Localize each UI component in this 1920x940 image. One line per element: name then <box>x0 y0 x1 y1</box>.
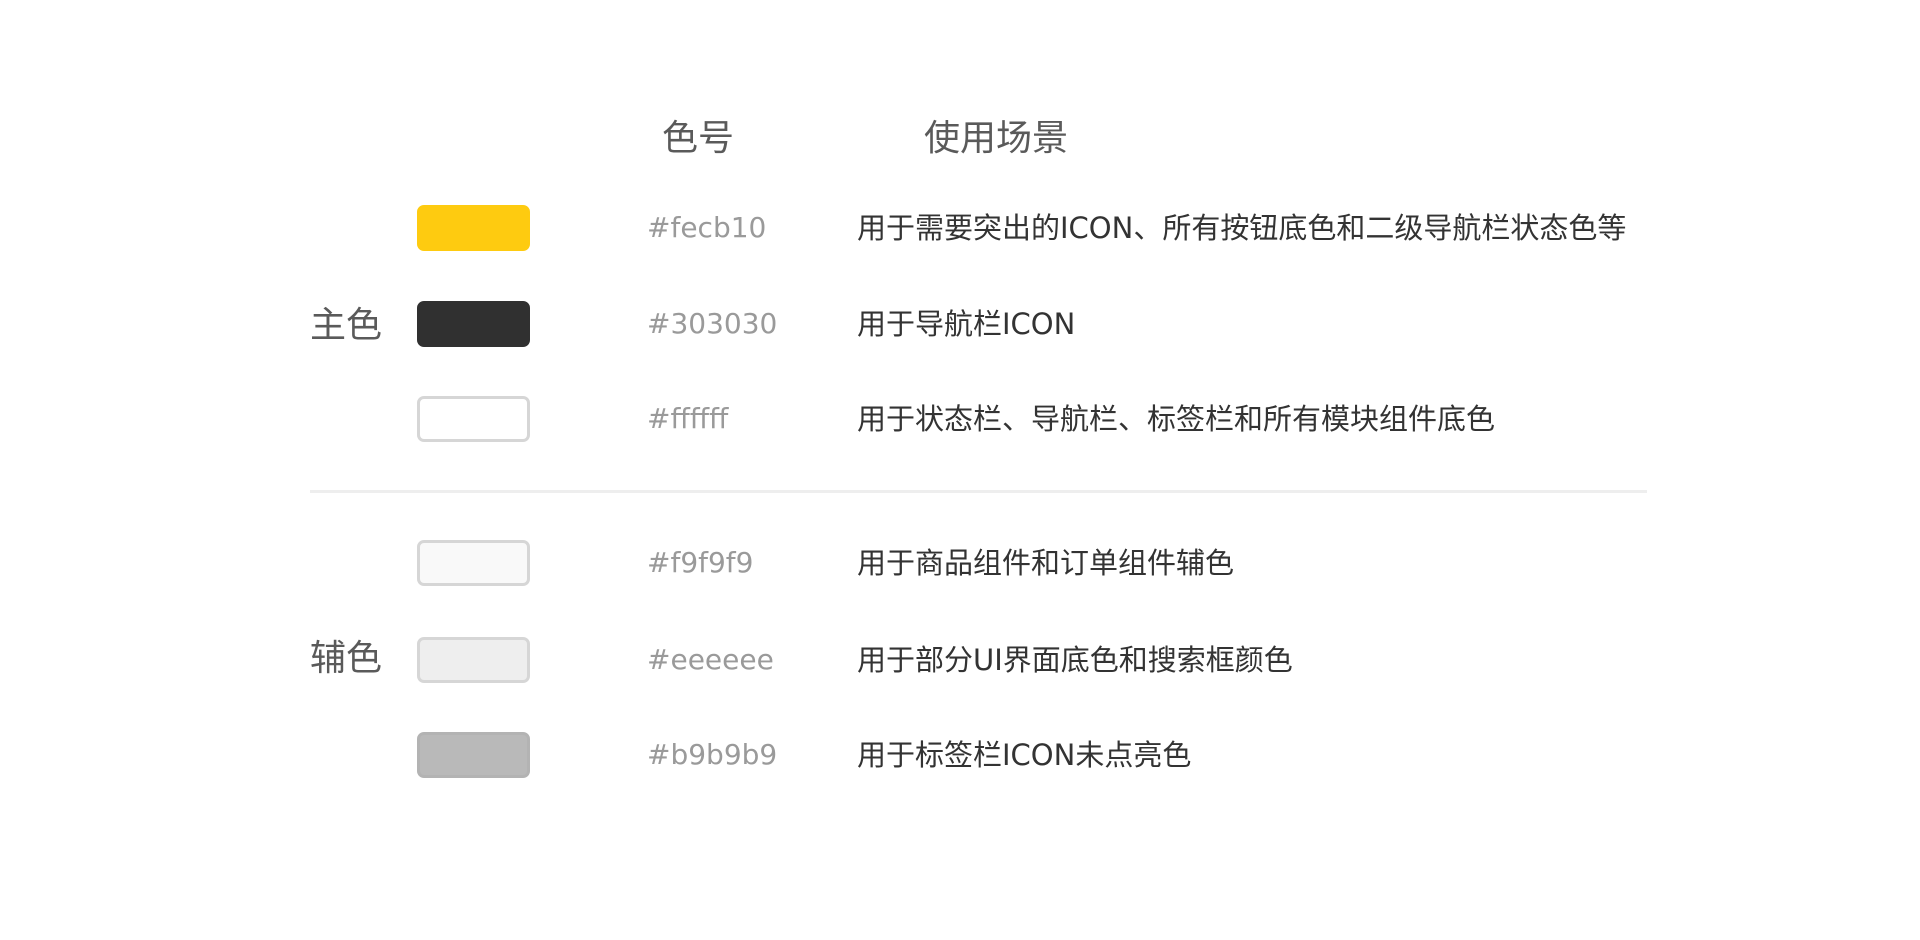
color-hex-code: #fecb10 <box>647 211 767 244</box>
color-swatch <box>417 540 530 586</box>
color-swatch <box>417 637 530 683</box>
header-color-code: 色号 <box>662 118 735 159</box>
color-hex-code: #ffffff <box>647 402 729 435</box>
color-row: #fecb10 用于需要突出的ICON、所有按钮底色和二级导航栏状态色等 <box>0 202 1920 258</box>
color-swatch <box>417 732 530 778</box>
color-hex-code: #f9f9f9 <box>647 546 754 579</box>
color-hex-code: #eeeeee <box>647 643 774 676</box>
color-hex-code: #303030 <box>647 307 778 340</box>
primary-color-group-label: 主色 <box>310 305 383 346</box>
color-row: #303030 用于导航栏ICON <box>0 298 1920 354</box>
color-swatch <box>417 205 530 251</box>
color-row: #b9b9b9 用于标签栏ICON未点亮色 <box>0 729 1920 785</box>
color-usage-text: 用于需要突出的ICON、所有按钮底色和二级导航栏状态色等 <box>857 211 1627 245</box>
header-usage-scene: 使用场景 <box>924 118 1069 159</box>
color-row: #eeeeee 用于部分UI界面底色和搜索框颜色 <box>0 634 1920 690</box>
secondary-color-group-label: 辅色 <box>310 638 383 679</box>
color-row: #ffffff 用于状态栏、导航栏、标签栏和所有模块组件底色 <box>0 393 1920 449</box>
color-usage-text: 用于导航栏ICON <box>857 307 1076 341</box>
color-usage-text: 用于标签栏ICON未点亮色 <box>857 738 1192 772</box>
color-usage-text: 用于部分UI界面底色和搜索框颜色 <box>857 643 1293 677</box>
color-hex-code: #b9b9b9 <box>647 738 778 771</box>
color-usage-text: 用于状态栏、导航栏、标签栏和所有模块组件底色 <box>857 402 1496 436</box>
color-swatch <box>417 301 530 347</box>
color-row: #f9f9f9 用于商品组件和订单组件辅色 <box>0 537 1920 593</box>
section-divider <box>310 490 1647 493</box>
color-usage-text: 用于商品组件和订单组件辅色 <box>857 546 1235 580</box>
color-swatch <box>417 396 530 442</box>
